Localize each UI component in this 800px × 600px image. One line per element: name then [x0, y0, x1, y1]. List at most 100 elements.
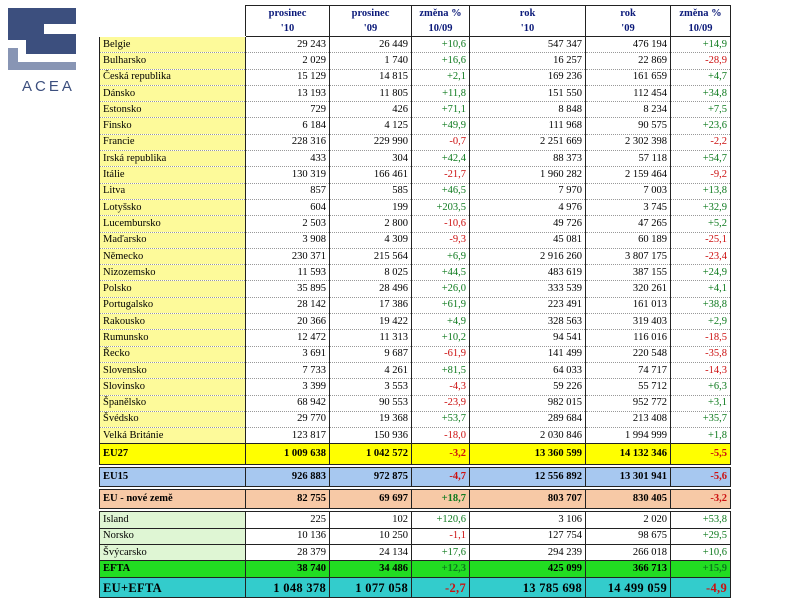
cell-col-5: 14 499 059	[585, 577, 671, 599]
eu-totals: EU27 1 009 638 1 042 572 -3,2 13 360 599 14 1…	[99, 443, 731, 512]
cell-col-1: 433	[245, 150, 330, 168]
country-row: Dánsko 13 193 11 805 +11,8 151 550 112 454 +34…	[99, 84, 731, 103]
country-row: Portugalsko 28 142 17 386 +61,9 223 491 161 0…	[99, 296, 731, 315]
cell-col-4: 45 081	[469, 231, 586, 249]
cell-col-2: 8 025	[329, 264, 412, 282]
cell-col-4: 94 541	[469, 329, 586, 347]
row-label: Rumunsko	[99, 329, 246, 347]
cell-col-4: 333 539	[469, 280, 586, 298]
registrations-table: prosinec '10 prosinec '09 změna % 10/09 rok…	[99, 5, 731, 599]
cell-col-4: 111 968	[469, 117, 586, 135]
cell-col-5: 952 772	[585, 394, 671, 412]
row-label: Česká republika	[99, 68, 246, 86]
cell-col-3: +46,5	[411, 182, 470, 200]
cell-col-1: 926 883	[245, 467, 330, 488]
row-label: EU27	[99, 443, 246, 466]
cell-col-2: 26 449	[329, 35, 412, 54]
cell-col-3: +26,0	[411, 280, 470, 298]
row-label: Bulharsko	[99, 52, 246, 70]
row-label: Portugalsko	[99, 296, 246, 315]
cell-col-4: 803 707	[469, 489, 586, 510]
country-row: Česká republika 15 129 14 815 +2,1 169 236 16…	[99, 68, 731, 86]
cell-col-5: 13 301 941	[585, 467, 671, 488]
acea-logo-text: ACEA	[22, 78, 75, 95]
cell-col-2: 102	[329, 511, 412, 529]
cell-col-2: 90 553	[329, 394, 412, 412]
cell-col-6: -28,9	[670, 52, 731, 70]
cell-col-5: 47 265	[585, 215, 671, 233]
cell-col-4: 328 563	[469, 313, 586, 331]
country-row: Litva 857 585 +46,5 7 970 7 003 +13,8	[99, 182, 731, 200]
cell-col-4: 8 848	[469, 101, 586, 119]
cell-col-1: 2 503	[245, 215, 330, 233]
cell-col-4: 151 550	[469, 84, 586, 103]
cell-col-5: 366 713	[585, 560, 671, 579]
cell-col-2: 972 875	[329, 467, 412, 488]
cell-col-3: +10,6	[411, 35, 470, 54]
cell-col-4: 59 226	[469, 378, 586, 396]
cell-col-4: 2 251 669	[469, 133, 586, 152]
cell-col-5: 98 675	[585, 527, 671, 546]
row-label: Island	[99, 511, 246, 529]
country-row: Lotyšsko 604 199 +203,5 4 976 3 745 +32,9	[99, 198, 731, 217]
cell-col-1: 604	[245, 198, 330, 217]
cell-col-1: 2 029	[245, 52, 330, 70]
cell-col-2: 2 800	[329, 215, 412, 233]
cell-col-3: -4,7	[411, 467, 470, 488]
cell-col-3: +4,9	[411, 313, 470, 331]
cell-col-2: 426	[329, 101, 412, 119]
cell-col-1: 225	[245, 511, 330, 529]
cell-col-1: 729	[245, 101, 330, 119]
header-col-1: prosinec '10	[245, 5, 330, 37]
cell-col-4: 2 916 260	[469, 247, 586, 266]
cell-col-1: 230 371	[245, 247, 330, 266]
cell-col-3: +12,3	[411, 560, 470, 579]
cell-col-2: 304	[329, 150, 412, 168]
country-row: Belgie 29 243 26 449 +10,6 547 347 476 194 +14…	[99, 35, 731, 54]
cell-col-2: 1 042 572	[329, 443, 412, 466]
cell-col-6: +13,8	[670, 182, 731, 200]
cell-col-2: 24 134	[329, 544, 412, 562]
efta-country-row: Island 225 102 +120,6 3 106 2 020 +53,8	[99, 511, 731, 529]
country-row: Irská republika 433 304 +42,4 88 373 57 118 +5…	[99, 150, 731, 168]
cell-col-5: 55 712	[585, 378, 671, 396]
cell-col-6: +32,9	[670, 198, 731, 217]
cell-col-6: +23,6	[670, 117, 731, 135]
efta-totals: EFTA 38 740 34 486 +12,3 425 099 366 713 +15,9…	[99, 560, 731, 599]
row-label: Slovensko	[99, 361, 246, 380]
cell-col-2: 4 261	[329, 361, 412, 380]
cell-col-5: 161 659	[585, 68, 671, 86]
cell-col-4: 12 556 892	[469, 467, 586, 488]
country-row: Rakousko 20 366 19 422 +4,9 328 563 319 403 +2…	[99, 313, 731, 331]
cell-col-4: 547 347	[469, 35, 586, 54]
cell-col-3: +49,9	[411, 117, 470, 135]
cell-col-4: 7 970	[469, 182, 586, 200]
cell-col-3: -4,3	[411, 378, 470, 396]
row-label: Švýcarsko	[99, 544, 246, 562]
cell-col-1: 15 129	[245, 68, 330, 86]
cell-col-4: 16 257	[469, 52, 586, 70]
cell-col-2: 69 697	[329, 489, 412, 510]
cell-col-1: 3 399	[245, 378, 330, 396]
cell-col-3: +61,9	[411, 296, 470, 315]
row-label: Dánsko	[99, 84, 246, 103]
cell-col-2: 4 125	[329, 117, 412, 135]
cell-col-4: 294 239	[469, 544, 586, 562]
row-label: Velká Británie	[99, 427, 246, 445]
cell-col-3: -1,1	[411, 527, 470, 546]
header-col-2: prosinec '09	[329, 5, 412, 37]
row-label: EFTA	[99, 560, 246, 579]
cell-col-1: 857	[245, 182, 330, 200]
cell-col-2: 10 250	[329, 527, 412, 546]
cell-col-3: +120,6	[411, 511, 470, 529]
country-row: Polsko 35 895 28 496 +26,0 333 539 320 261 +4,…	[99, 280, 731, 298]
row-label: Francie	[99, 133, 246, 152]
cell-col-3: +203,5	[411, 198, 470, 217]
cell-col-2: 17 386	[329, 296, 412, 315]
row-label: Nizozemsko	[99, 264, 246, 282]
cell-col-3: +16,6	[411, 52, 470, 70]
cell-col-2: 28 496	[329, 280, 412, 298]
header-col-5: rok '09	[585, 5, 671, 37]
cell-col-4: 982 015	[469, 394, 586, 412]
cell-col-6: +34,8	[670, 84, 731, 103]
